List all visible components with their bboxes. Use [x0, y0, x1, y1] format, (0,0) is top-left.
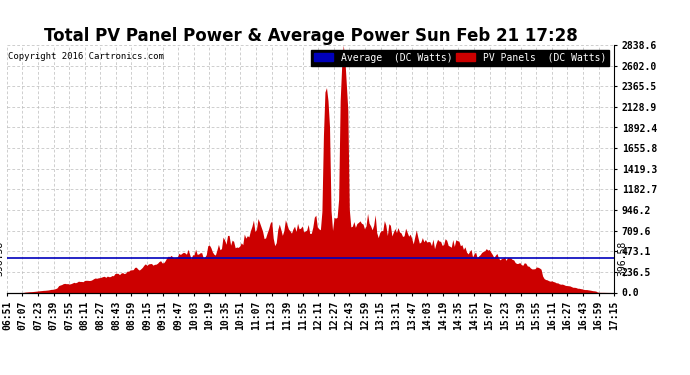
Title: Total PV Panel Power & Average Power Sun Feb 21 17:28: Total PV Panel Power & Average Power Sun…: [43, 27, 578, 45]
Text: 396.58: 396.58: [617, 240, 627, 276]
Text: 396.58: 396.58: [0, 240, 4, 276]
Text: Copyright 2016 Cartronics.com: Copyright 2016 Cartronics.com: [8, 53, 164, 62]
Legend: Average  (DC Watts), PV Panels  (DC Watts): Average (DC Watts), PV Panels (DC Watts): [311, 50, 609, 66]
